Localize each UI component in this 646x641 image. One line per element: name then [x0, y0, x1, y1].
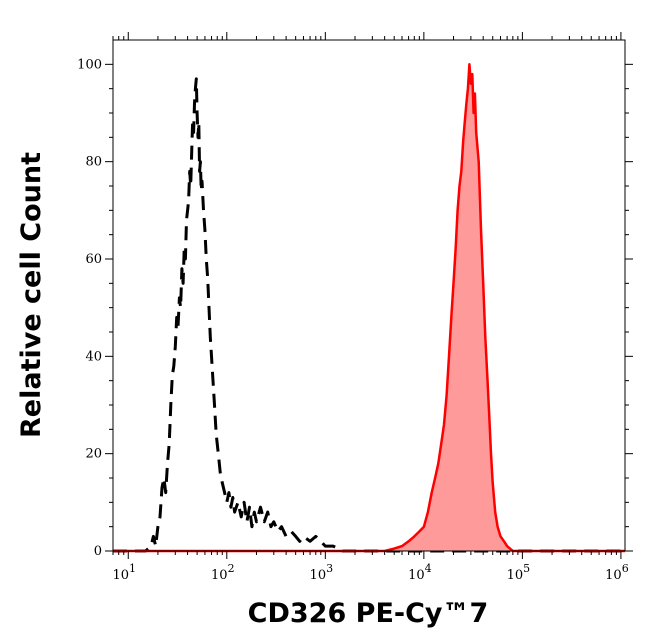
y-tick-label: 20: [85, 447, 102, 462]
plot-series-layer: [113, 63, 625, 553]
x-tick-label: 104: [408, 562, 432, 583]
y-axis-title: Relative cell Count: [16, 152, 47, 438]
x-tick-label: 103: [310, 562, 334, 583]
x-tick-label: 106: [605, 562, 629, 583]
y-axis-ticks: 0 20 40 60 80 100: [77, 57, 633, 559]
series-1-line: [113, 63, 625, 553]
x-axis-title: CD326 PE-Cy™7: [248, 598, 489, 629]
y-tick-label: 80: [85, 155, 102, 170]
y-tick-label: 0: [94, 544, 102, 559]
x-tick-label: 101: [112, 562, 136, 583]
x-tick-label: 102: [211, 562, 235, 583]
plot-border: [112, 39, 626, 552]
series-0-line: [113, 77, 625, 553]
plot-frame: [112, 39, 626, 552]
x-axis-ticks: 101 102 103 104 105 106: [112, 32, 629, 583]
y-tick-label: 100: [77, 57, 102, 72]
y-tick-label: 40: [85, 349, 102, 364]
series-1-fill: [113, 64, 625, 552]
y-tick-label: 60: [85, 252, 102, 267]
x-tick-label: 105: [507, 562, 531, 583]
